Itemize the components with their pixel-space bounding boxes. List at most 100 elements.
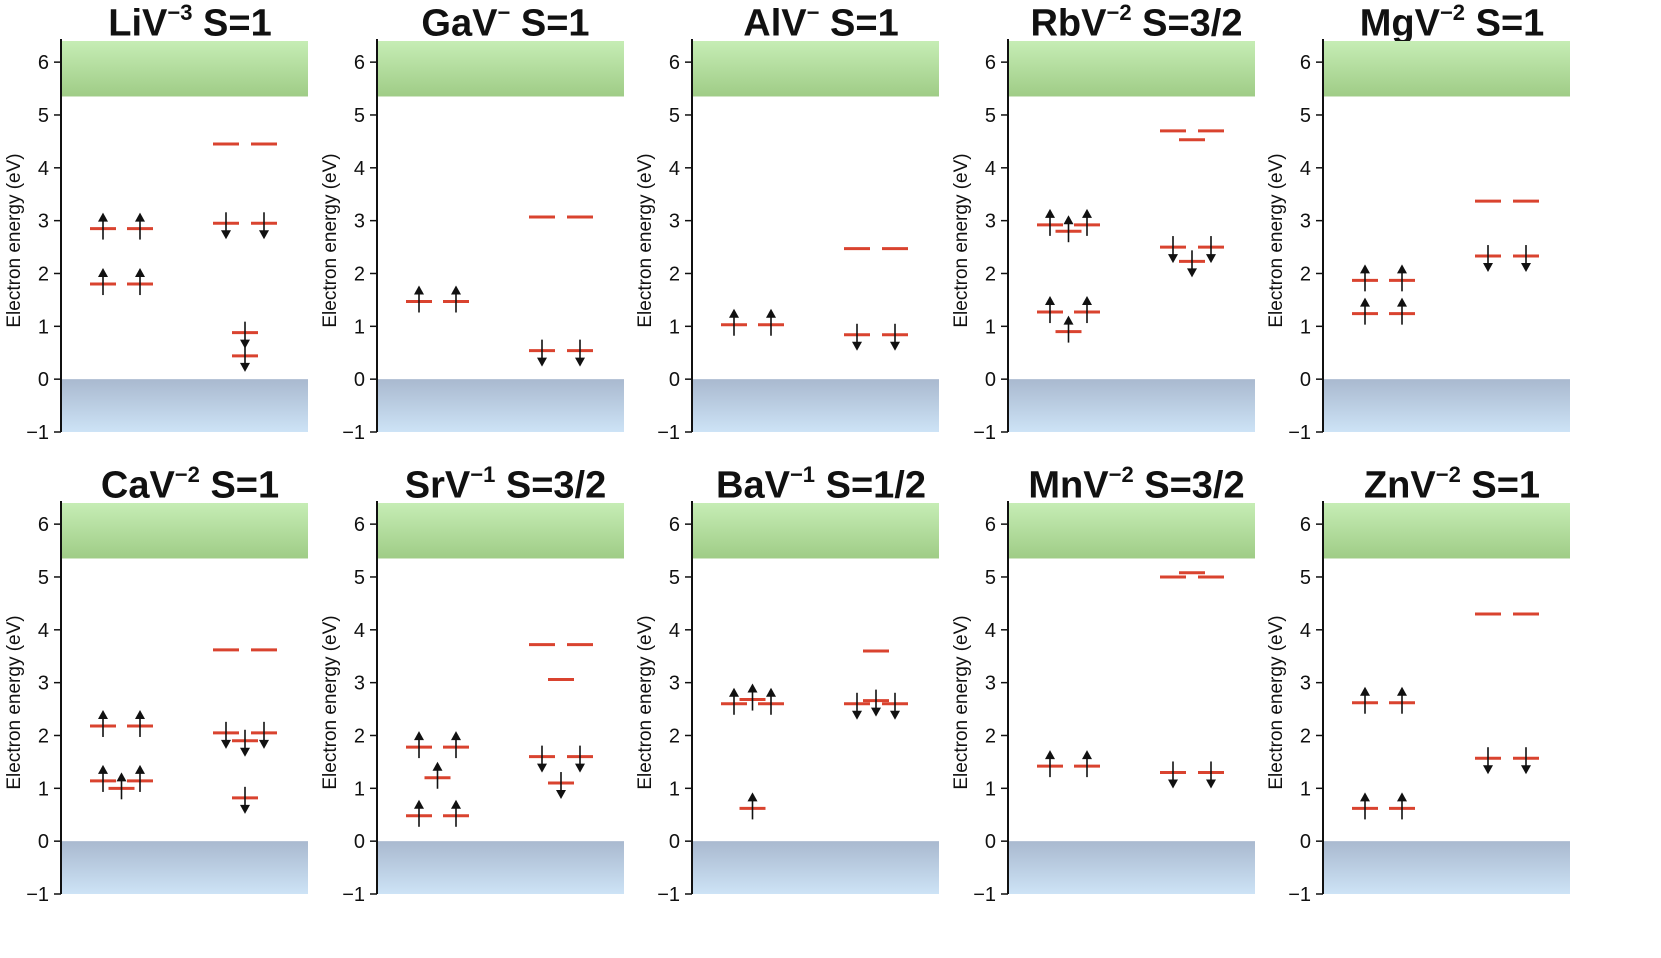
panel-title-defect: SrV bbox=[404, 464, 471, 507]
valence-band bbox=[692, 379, 939, 432]
y-tick-label: 6 bbox=[38, 52, 49, 74]
arrow-head bbox=[1081, 750, 1092, 760]
y-tick-label: −1 bbox=[1288, 422, 1311, 444]
valence-band bbox=[376, 841, 624, 894]
spin-down-level bbox=[251, 212, 277, 240]
spin-up-level bbox=[1055, 315, 1081, 343]
y-tick-label: 0 bbox=[1300, 831, 1311, 853]
arrow-head bbox=[116, 772, 127, 782]
panel-title-charge: − bbox=[806, 0, 820, 25]
arrow-head bbox=[536, 357, 547, 367]
valence-band bbox=[376, 379, 624, 432]
spin-up-level bbox=[405, 731, 432, 759]
spin-down-level bbox=[844, 692, 870, 720]
y-tick-label: 3 bbox=[38, 211, 49, 233]
panel-title-spin: S=1 bbox=[520, 2, 590, 45]
arrow-head bbox=[450, 731, 461, 741]
y-tick-label: 3 bbox=[669, 673, 680, 695]
arrow-head bbox=[852, 710, 862, 720]
panel-title-defect: LiV bbox=[108, 2, 168, 45]
arrow-head bbox=[1397, 792, 1407, 802]
arrow-head bbox=[259, 739, 269, 749]
y-tick-label: 0 bbox=[353, 831, 364, 853]
y-tick-label: 2 bbox=[1300, 263, 1311, 285]
y-tick-label: 3 bbox=[669, 211, 680, 233]
spin-down-level bbox=[882, 323, 908, 351]
panel-title: GaV− S=1 bbox=[376, 0, 636, 46]
y-tick-label: 1 bbox=[38, 316, 49, 338]
conduction-band bbox=[61, 41, 308, 97]
panel-title-spin: S=1 bbox=[1471, 464, 1541, 507]
spin-down-level bbox=[213, 721, 239, 749]
spin-up-level bbox=[721, 687, 747, 715]
arrow-head bbox=[1360, 792, 1370, 802]
spin-down-level bbox=[232, 786, 258, 814]
arrow-head bbox=[729, 308, 739, 318]
arrow-head bbox=[574, 763, 585, 773]
arrow-head bbox=[1167, 254, 1178, 264]
conduction-band bbox=[1007, 41, 1255, 97]
y-tick-label: 5 bbox=[984, 567, 995, 589]
panel-title-defect: GaV bbox=[421, 2, 498, 45]
y-axis-label: Electron energy (eV) bbox=[320, 615, 341, 789]
chart-panel-srv: SrV−1 S=3/2 −1 0 1 2 3 4 5 6 Electron energy (eV) bbox=[316, 462, 648, 941]
spin-up-level bbox=[127, 764, 153, 792]
y-axis-label: Electron energy (eV) bbox=[1266, 153, 1287, 327]
valence-band bbox=[692, 841, 939, 894]
y-tick-label: 1 bbox=[353, 316, 364, 338]
panel-title-defect: MnV bbox=[1028, 464, 1109, 507]
arrow-head bbox=[1167, 779, 1178, 789]
y-tick-label: 0 bbox=[353, 369, 364, 391]
chart-panel-alv: AlV− S=1 −1 0 1 2 3 4 5 6 Electron energy (eV) bbox=[631, 0, 963, 479]
spin-down-level bbox=[232, 729, 258, 757]
panel-title: AlV− S=1 bbox=[691, 0, 951, 46]
chart-panel-znv: ZnV−2 S=1 −1 0 1 2 3 4 5 6 Electron energy (eV) bbox=[1262, 462, 1594, 941]
y-tick-label: 5 bbox=[38, 105, 49, 127]
energy-diagram-svg: −1 0 1 2 3 4 5 6 Electron energy (eV) bbox=[1266, 39, 1570, 444]
spin-up-level bbox=[442, 285, 469, 313]
arrow-head bbox=[1044, 750, 1055, 760]
y-tick-label: 6 bbox=[669, 52, 680, 74]
y-tick-label: 4 bbox=[1300, 158, 1311, 180]
spin-down-level bbox=[1159, 236, 1186, 264]
spin-down-level bbox=[232, 344, 258, 372]
y-tick-label: 4 bbox=[353, 620, 364, 642]
arrow-head bbox=[98, 709, 108, 719]
y-tick-label: 0 bbox=[38, 369, 49, 391]
spin-down-level bbox=[844, 323, 870, 351]
y-tick-label: 6 bbox=[1300, 514, 1311, 536]
energy-diagram-svg: −1 0 1 2 3 4 5 6 Electron energy (eV) bbox=[1266, 501, 1570, 906]
spin-up-level bbox=[721, 308, 747, 336]
valence-band bbox=[61, 841, 308, 894]
panel-title-spin: S=3/2 bbox=[505, 464, 607, 507]
panel-title-spin: S=1 bbox=[830, 2, 899, 45]
panel-title: CaV−2 S=1 bbox=[60, 462, 320, 508]
y-tick-label: 2 bbox=[669, 263, 680, 285]
arrow-head bbox=[135, 268, 145, 278]
y-tick-label: 2 bbox=[1300, 725, 1311, 747]
panel-title-charge: −3 bbox=[167, 0, 193, 25]
spin-down-level bbox=[1513, 747, 1539, 775]
spin-down-level bbox=[1178, 250, 1205, 278]
arrow-head bbox=[1483, 263, 1493, 273]
valence-band bbox=[1007, 379, 1255, 432]
panel-title-defect: RbV bbox=[1030, 2, 1107, 45]
arrow-head bbox=[135, 764, 145, 774]
arrow-head bbox=[450, 285, 461, 295]
spin-up-level bbox=[1036, 750, 1063, 778]
spin-up-level bbox=[1389, 686, 1415, 714]
panel-title-defect: MgV bbox=[1359, 2, 1440, 45]
arrow-head bbox=[413, 799, 424, 809]
energy-diagram-svg: −1 0 1 2 3 4 5 6 Electron energy (eV) bbox=[4, 39, 308, 444]
spin-down-level bbox=[1475, 245, 1501, 273]
arrow-head bbox=[1521, 263, 1531, 273]
y-axis-label: Electron energy (eV) bbox=[4, 153, 25, 327]
y-tick-label: 4 bbox=[353, 158, 364, 180]
arrow-head bbox=[240, 339, 250, 349]
panel-title-spin: S=3/2 bbox=[1142, 2, 1243, 45]
y-tick-label: 0 bbox=[669, 369, 680, 391]
arrow-head bbox=[1360, 686, 1370, 696]
y-tick-label: 2 bbox=[353, 263, 364, 285]
y-tick-label: 5 bbox=[984, 105, 995, 127]
spin-up-level bbox=[1352, 792, 1378, 820]
